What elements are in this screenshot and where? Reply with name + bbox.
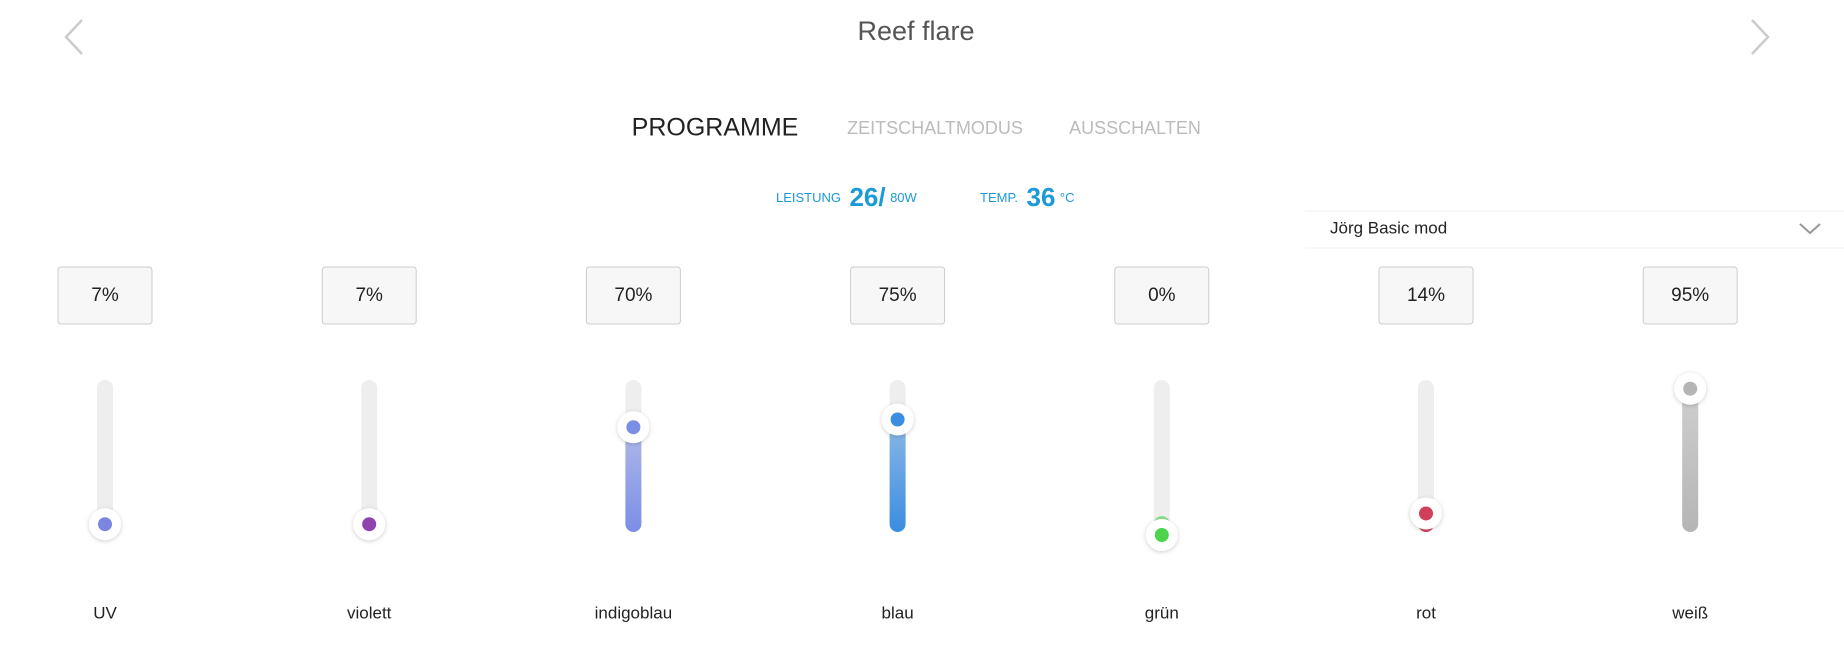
slider-knob-dot (1419, 506, 1433, 521)
channel-name: blau (882, 603, 914, 622)
slider-fill (1682, 388, 1699, 532)
channel-name: UV (93, 603, 117, 622)
slider-track (1418, 380, 1434, 532)
value-box[interactable] (57, 266, 153, 325)
power-label: LEISTUNG (776, 190, 841, 205)
value-box[interactable] (585, 266, 681, 325)
sliders: 7% UV 7% violett 70% indigoblau 75% blau 0% grün 1… (57, 266, 1738, 622)
slider-track (97, 380, 113, 532)
power-max: 80W (890, 190, 917, 205)
dropdown-value: Jörg Basic mod (1330, 218, 1447, 237)
slider-knob-dot (890, 412, 905, 427)
slider-knob-dot (362, 517, 377, 532)
value-label: 14% (1407, 285, 1445, 306)
value-label: 7% (91, 285, 119, 306)
temp-value: 36 (1027, 182, 1056, 212)
channel-name: indigoblau (595, 603, 673, 622)
slider-knob-dot (1683, 381, 1698, 396)
slider-track (1153, 380, 1170, 532)
dropdown-chevron (1799, 223, 1821, 235)
value-label: 95% (1671, 285, 1709, 306)
tab[interactable]: AUSSCHALTEN (1069, 118, 1201, 138)
value-label: 7% (355, 285, 383, 306)
slider-knob-dot (626, 420, 641, 435)
tab[interactable]: ZEITSCHALTMODUS (847, 118, 1023, 138)
value-label: 70% (614, 285, 652, 306)
channel-name: grün (1145, 603, 1179, 622)
channel-name: rot (1416, 603, 1436, 622)
slider-track (361, 380, 378, 532)
value-box[interactable] (1642, 266, 1738, 325)
prev-arrow[interactable] (64, 19, 83, 55)
value-label: 0% (1148, 285, 1176, 306)
power-value: 26/ (849, 182, 885, 212)
value-box[interactable] (850, 266, 946, 325)
title: Reef flare (857, 16, 974, 46)
channel-name: weiß (1671, 603, 1708, 622)
value-box[interactable] (1114, 266, 1210, 325)
next-arrow[interactable] (1751, 19, 1770, 55)
value-label: 75% (879, 285, 917, 306)
status: LEISTUNG 26/ 80W TEMP. 36 °C (776, 182, 1074, 212)
value-box[interactable] (1378, 266, 1474, 325)
channel-name: violett (347, 603, 392, 622)
value-box[interactable] (321, 266, 417, 325)
tab[interactable]: PROGRAMME (632, 114, 799, 142)
slider-knob-dot (98, 517, 112, 532)
slider-knob-dot (1154, 528, 1169, 542)
temp-label: TEMP. (980, 190, 1018, 205)
slider-fill (889, 419, 906, 532)
slider-fill (625, 427, 642, 532)
dropdown[interactable]: Jörg Basic mod (1305, 210, 1844, 249)
temp-unit: °C (1060, 190, 1075, 205)
